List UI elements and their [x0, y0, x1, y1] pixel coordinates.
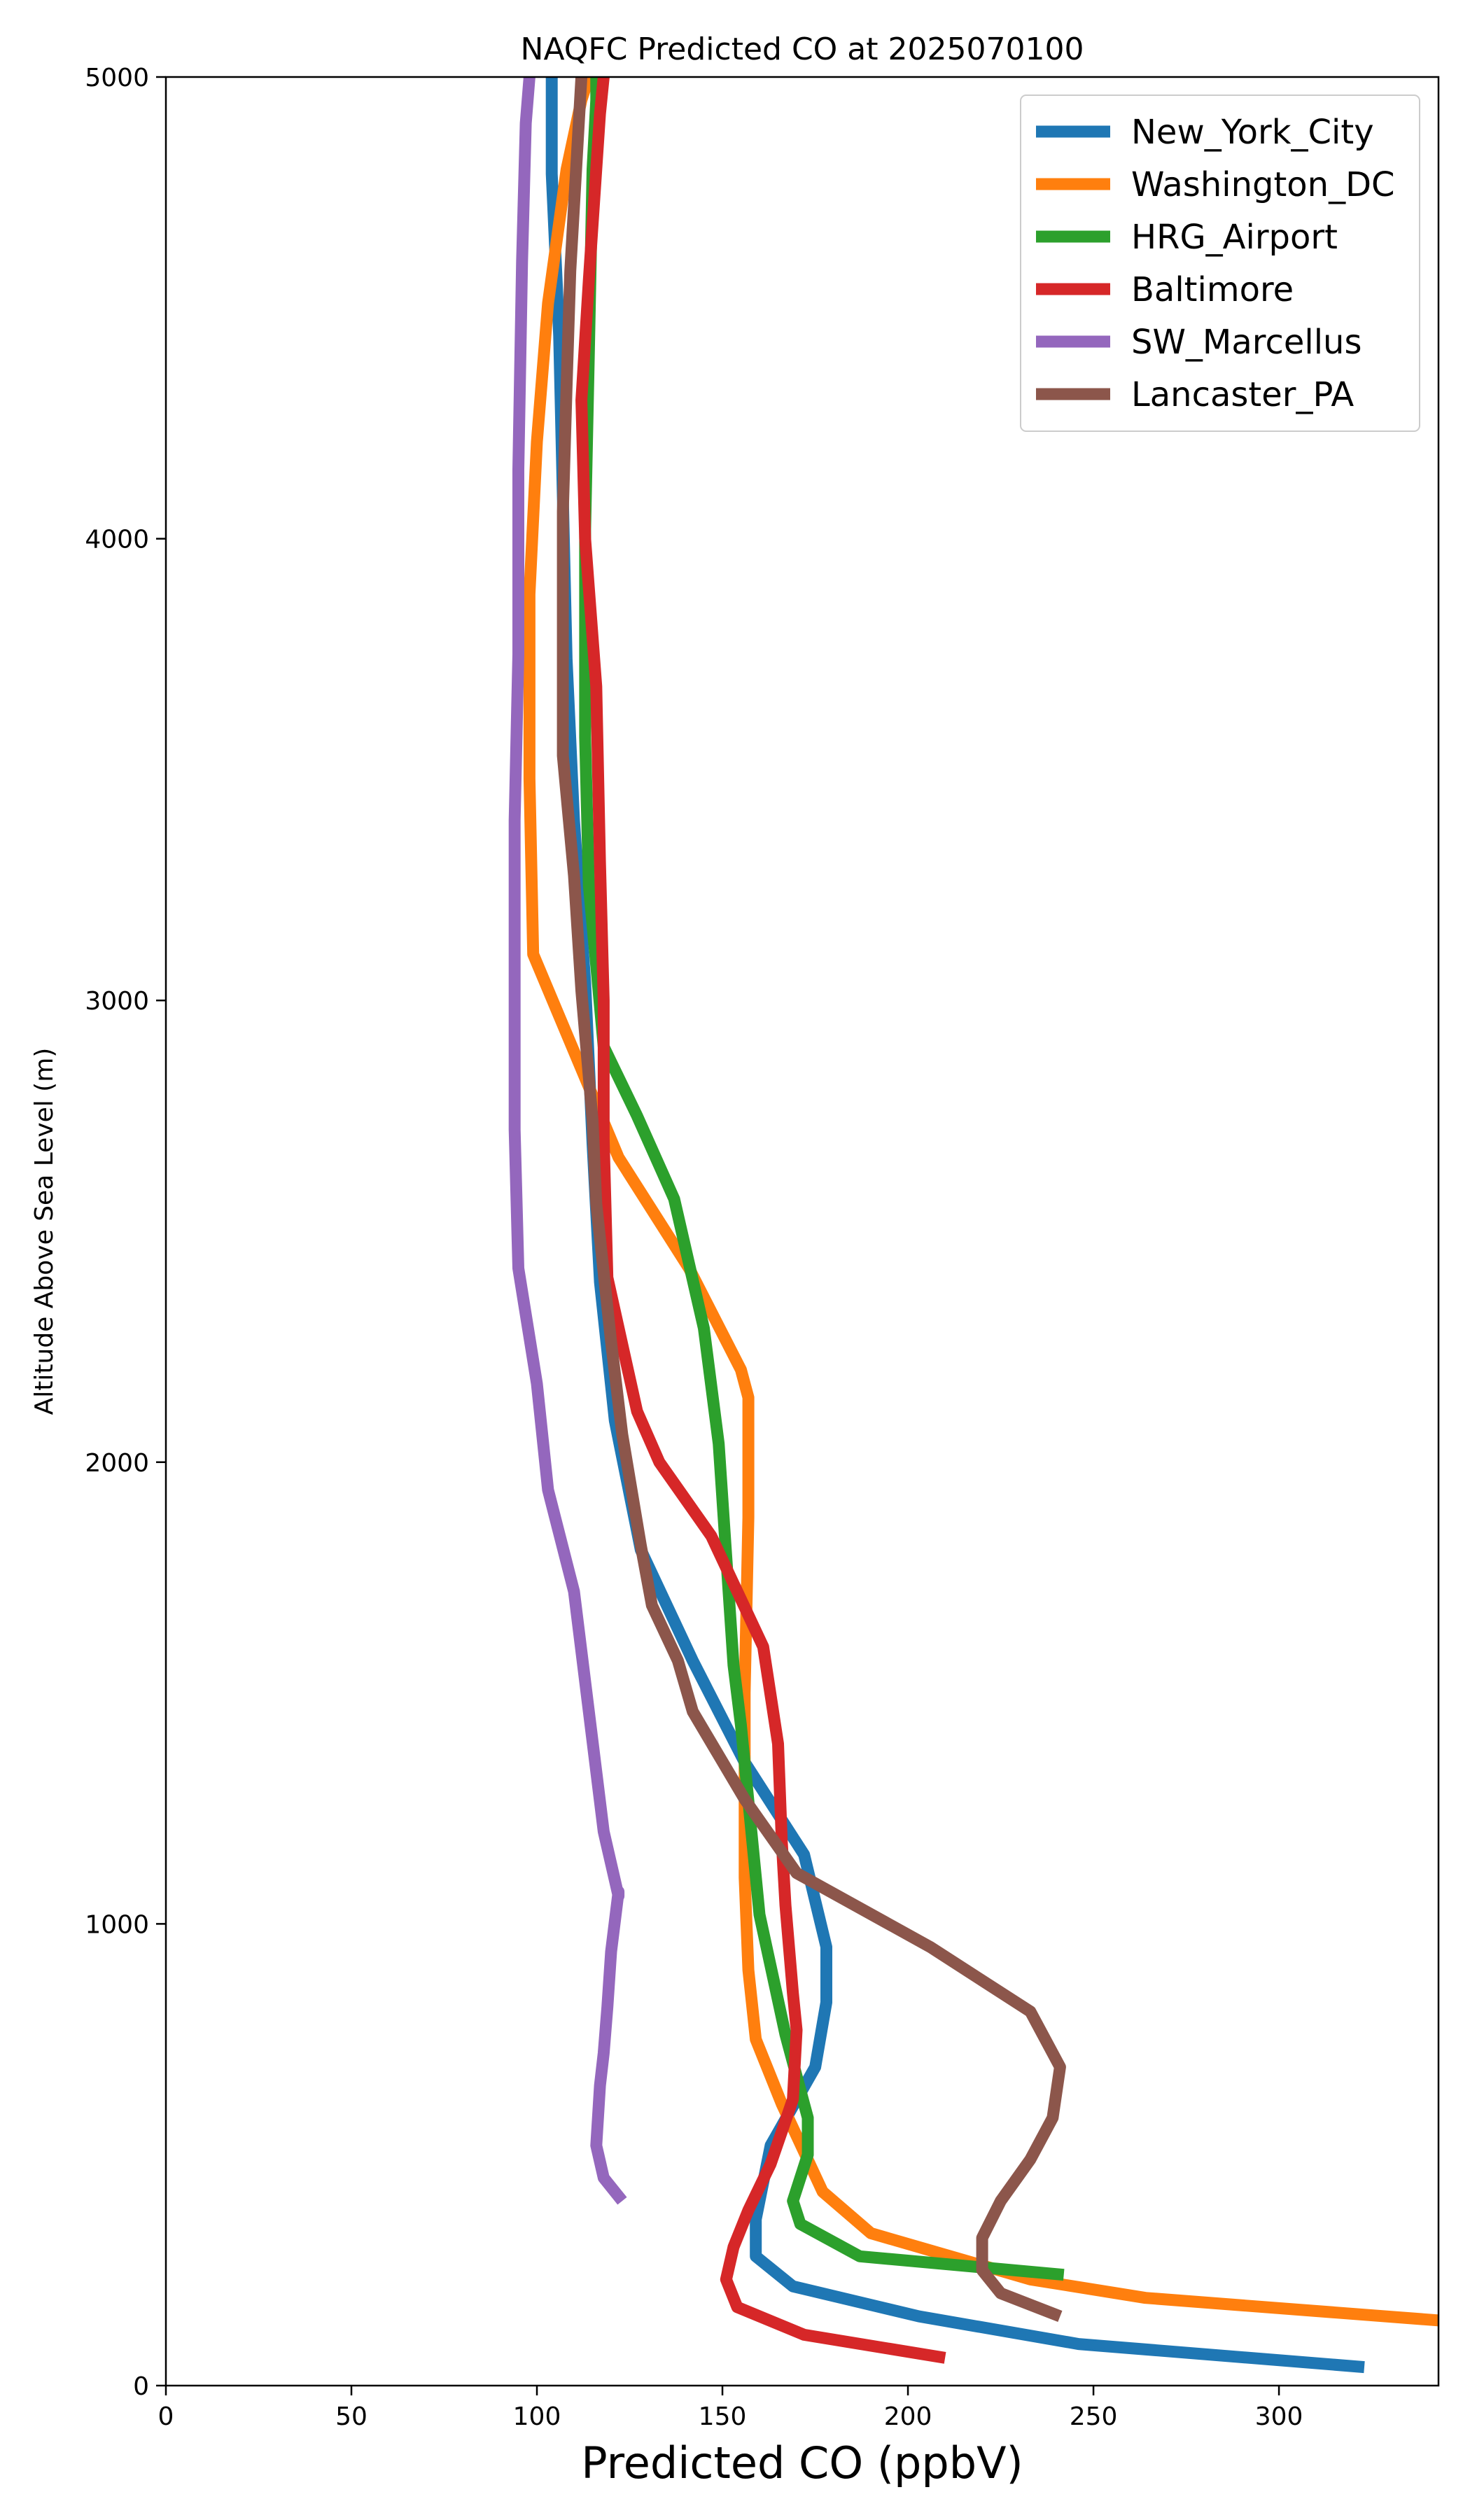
- y-tick-label: 1000: [85, 1910, 149, 1939]
- legend-label-washington-dc: Washington_DC: [1131, 165, 1395, 204]
- y-tick-label: 3000: [85, 987, 149, 1016]
- x-tick-label: 150: [699, 2402, 747, 2431]
- legend-label-lancaster-pa: Lancaster_PA: [1131, 375, 1354, 414]
- y-tick-label: 4000: [85, 526, 149, 554]
- plot-frame: [164, 76, 1440, 2387]
- series-line-baltimore: [575, 77, 946, 2364]
- legend-label-new-york-city: New_York_City: [1131, 113, 1374, 152]
- series-line-sw-marcellus: [508, 77, 627, 2205]
- x-tick-label: 250: [1070, 2402, 1118, 2431]
- x-tick-label: 0: [158, 2402, 174, 2431]
- y-tick-label: 5000: [85, 64, 149, 92]
- x-axis: 0 50 100 150 200 250 300: [158, 2386, 1303, 2431]
- legend: New_York_City Washington_DC HRG_Airport Bal…: [1020, 94, 1420, 432]
- x-tick-label: 200: [884, 2402, 932, 2431]
- y-axis: 0 1000 2000 3000 4000 5000: [85, 64, 166, 2401]
- legend-box: [1020, 94, 1420, 432]
- plot-area: [508, 77, 1438, 2374]
- x-tick-label: 100: [513, 2402, 561, 2431]
- x-axis-label: Predicted CO (ppbV): [581, 2437, 1023, 2488]
- x-tick-label: 300: [1255, 2402, 1303, 2431]
- y-tick-label: 2000: [85, 1449, 149, 1478]
- legend-label-baltimore: Baltimore: [1131, 270, 1294, 309]
- series-line-lancaster-pa: [556, 77, 1066, 2323]
- legend-label-sw-marcellus: SW_Marcellus: [1131, 323, 1362, 362]
- legend-label-hrg-airport: HRG_Airport: [1131, 218, 1338, 257]
- x-tick-label: 50: [335, 2402, 368, 2431]
- y-axis-label: Altitude Above Sea Level (m): [30, 1048, 59, 1415]
- y-tick-label: 0: [133, 2372, 149, 2401]
- chart-title: NAQFC Predicted CO at 2025070100: [521, 31, 1084, 67]
- series-line-washington-dc: [523, 77, 1438, 2327]
